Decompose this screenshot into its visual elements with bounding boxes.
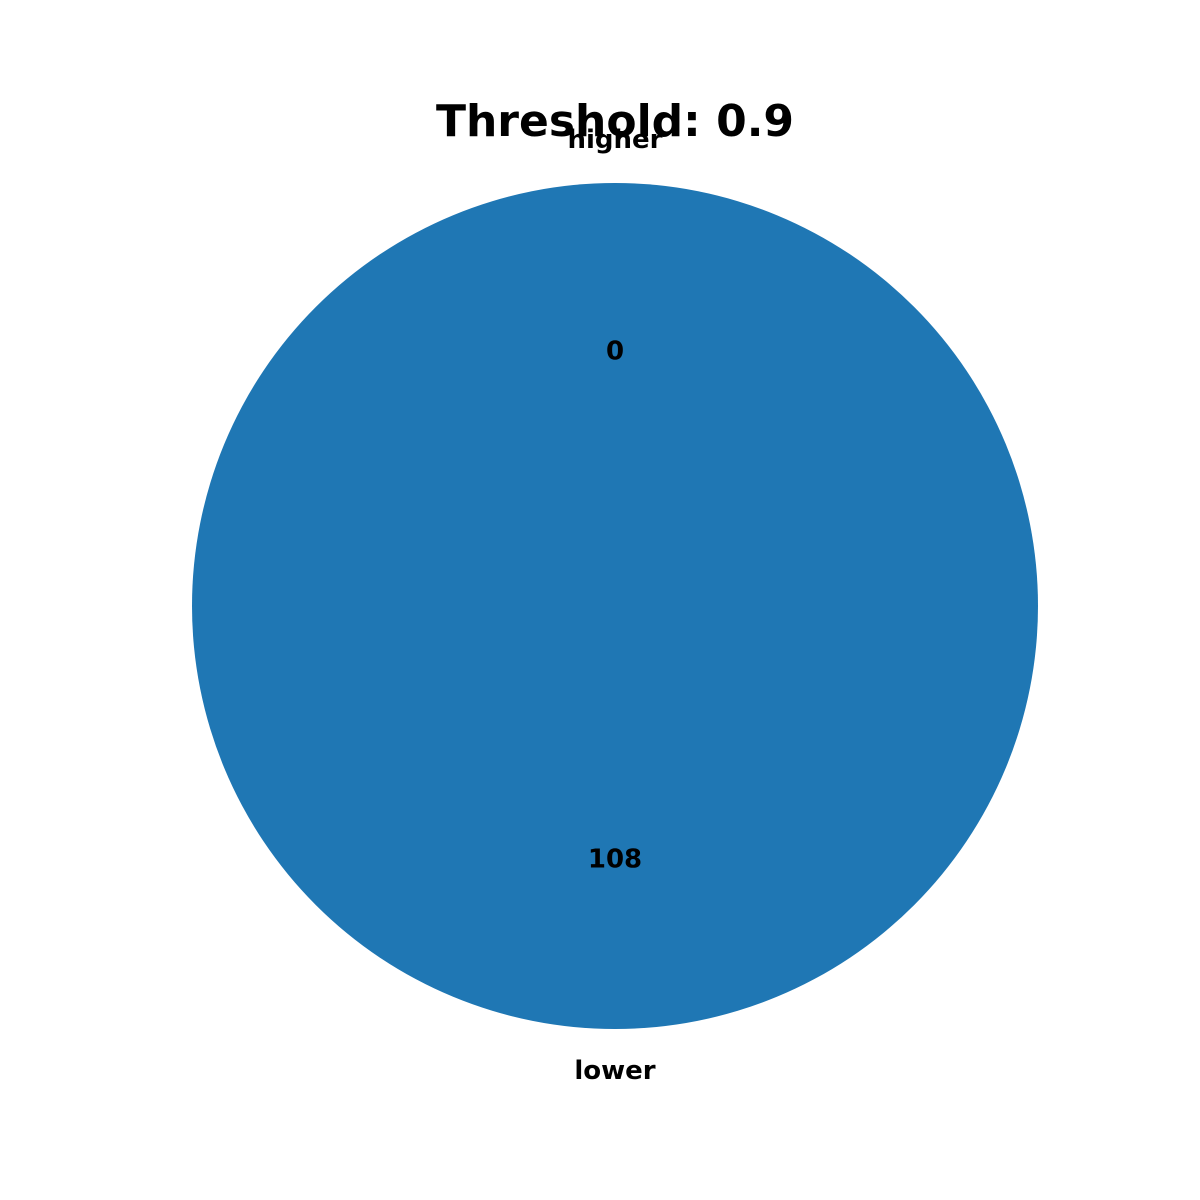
value-label-higher: 0 [606,337,624,367]
value-label-lower: 108 [588,844,642,874]
slice-label-lower: lower [574,1056,655,1086]
chart-title: Threshold: 0.9 [436,96,794,147]
slice-label-higher: higher [568,125,663,155]
pie-slice-lower [192,183,1038,1029]
pie-labels: lower 108 higher 0 [568,125,663,1086]
pie-slices [192,183,1038,1029]
